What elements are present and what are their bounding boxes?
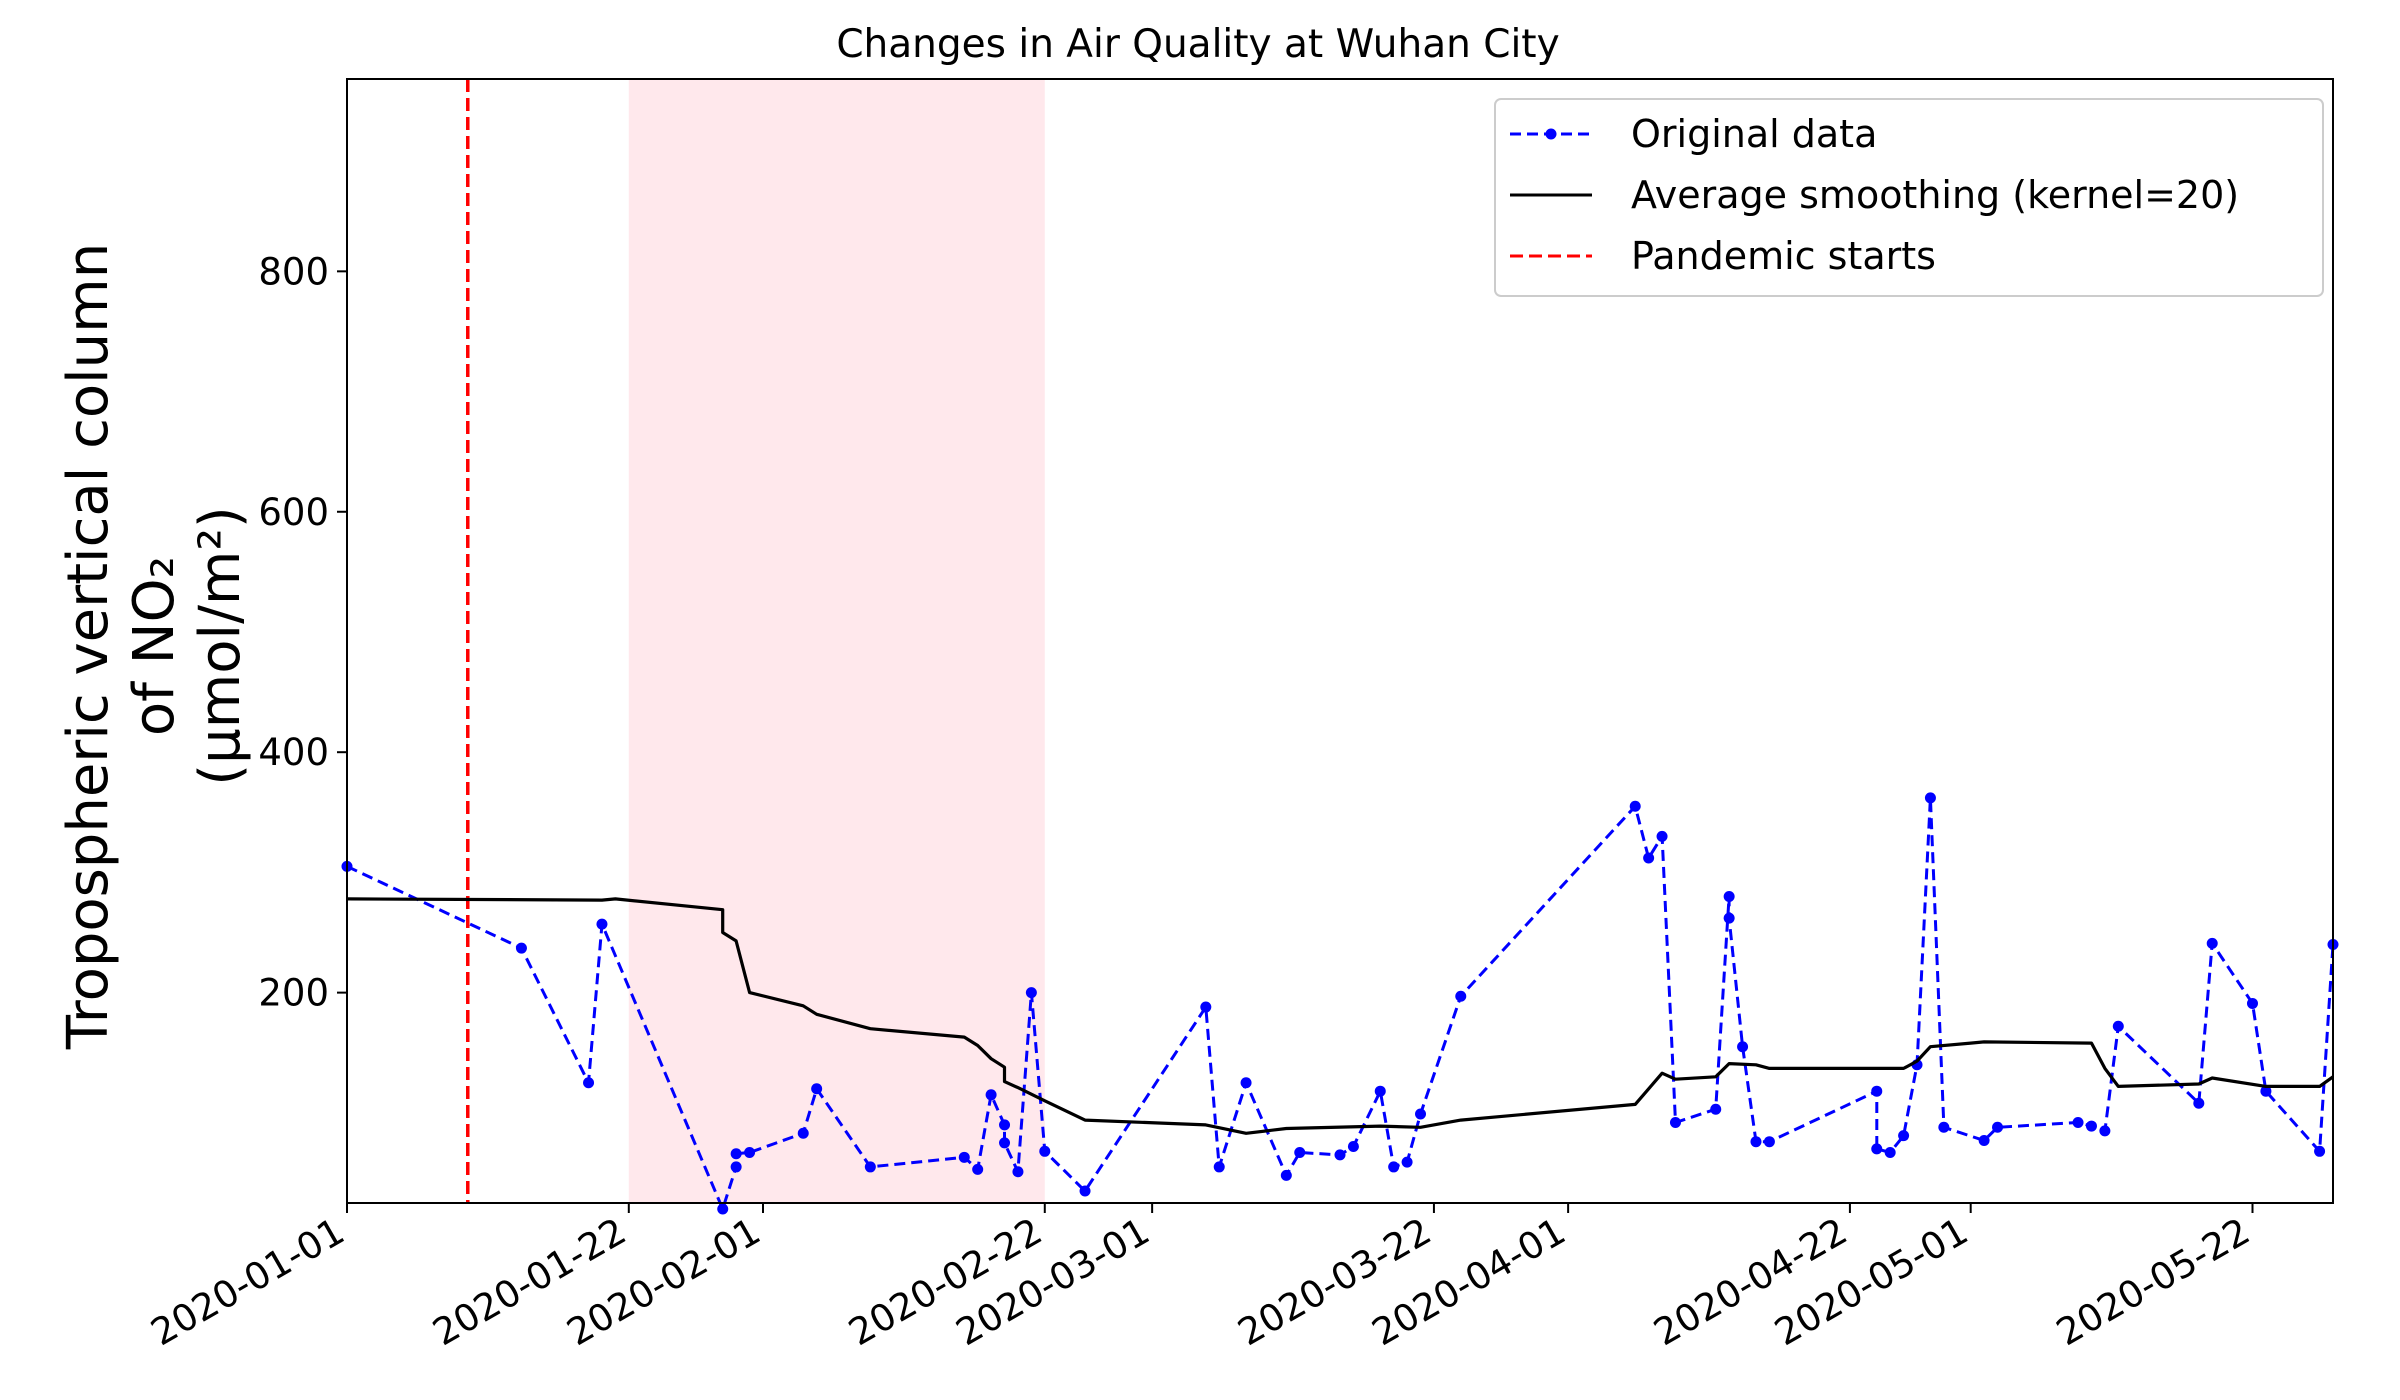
- legend-box: [1494, 98, 2324, 297]
- data-point-28: [1374, 1085, 1386, 1097]
- data-point-57: [2206, 937, 2218, 949]
- legend-marker-1: [1545, 128, 1557, 140]
- y-axis-label: Tropospheric vertical column of NO₂ (μmo…: [56, 243, 253, 1050]
- y-axis-label-line-2: of NO₂: [122, 556, 187, 736]
- data-point-49: [1938, 1121, 1950, 1133]
- data-point-20: [1079, 1185, 1091, 1197]
- data-point-35: [1656, 830, 1668, 842]
- plot-frame: [346, 78, 2334, 1204]
- y-tick-label: 200: [258, 972, 329, 1015]
- data-point-56: [2193, 1097, 2205, 1109]
- data-point-55: [2112, 1020, 2124, 1032]
- legend-label-2: Average smoothing (kernel=20): [1631, 173, 2239, 217]
- data-point-40: [1737, 1041, 1749, 1053]
- data-point-6: [730, 1161, 742, 1173]
- data-point-10: [811, 1083, 823, 1095]
- data-point-34: [1643, 852, 1655, 864]
- data-point-45: [1884, 1147, 1896, 1159]
- data-point-36: [1669, 1116, 1681, 1128]
- y-axis-label-line-3: (μmol/m²): [188, 506, 253, 786]
- data-point-44: [1871, 1143, 1883, 1155]
- data-point-11: [864, 1161, 876, 1173]
- data-point-41: [1750, 1136, 1762, 1148]
- legend-label-3: Pandemic starts: [1631, 234, 1936, 278]
- data-point-50: [1978, 1134, 1990, 1146]
- y-axis-label-line-1: Tropospheric vertical column: [56, 243, 121, 1050]
- data-point-39: [1723, 912, 1735, 924]
- y-tick-label: 600: [258, 491, 329, 534]
- data-point-31: [1415, 1108, 1427, 1120]
- data-point-52: [2072, 1116, 2084, 1128]
- data-point-24: [1280, 1169, 1292, 1181]
- legend-label-1: Original data: [1631, 112, 1877, 156]
- data-point-29: [1388, 1161, 1400, 1173]
- data-point-43: [1871, 1085, 1883, 1097]
- data-point-15: [999, 1119, 1011, 1131]
- data-point-26: [1334, 1149, 1346, 1161]
- data-point-46: [1898, 1130, 1910, 1142]
- data-point-22: [1213, 1161, 1225, 1173]
- data-point-13: [972, 1163, 984, 1175]
- data-point-14: [985, 1089, 997, 1101]
- chart-title: Changes in Air Quality at Wuhan City: [836, 22, 1559, 67]
- data-point-5: [717, 1203, 729, 1215]
- data-point-9: [797, 1127, 809, 1139]
- data-point-16: [999, 1137, 1011, 1149]
- data-point-12: [958, 1151, 970, 1163]
- data-point-17: [1012, 1166, 1024, 1178]
- data-point-59: [2260, 1085, 2272, 1097]
- data-point-37: [1710, 1103, 1722, 1115]
- data-point-42: [1763, 1136, 1775, 1148]
- data-point-33: [1629, 800, 1641, 812]
- data-point-51: [1992, 1121, 2004, 1133]
- data-point-58: [2246, 997, 2258, 1009]
- y-tick-label: 400: [258, 731, 329, 774]
- data-point-32: [1455, 990, 1467, 1002]
- y-tick-label: 800: [258, 250, 329, 293]
- data-point-25: [1294, 1147, 1306, 1159]
- data-point-21: [1200, 1001, 1212, 1013]
- data-point-7: [730, 1148, 742, 1160]
- data-point-8: [744, 1147, 756, 1159]
- data-point-30: [1401, 1156, 1413, 1168]
- data-point-60: [2314, 1145, 2326, 1157]
- data-point-23: [1240, 1077, 1252, 1089]
- data-point-2: [515, 942, 527, 954]
- data-point-54: [2099, 1125, 2111, 1137]
- shaded-period: [628, 79, 1045, 1203]
- data-point-18: [1025, 987, 1037, 999]
- data-point-48: [1924, 792, 1936, 804]
- data-point-19: [1039, 1145, 1051, 1157]
- data-point-4: [596, 918, 608, 930]
- data-point-3: [583, 1077, 595, 1089]
- series-2-line: [346, 897, 2334, 1135]
- data-point-53: [2085, 1120, 2097, 1132]
- data-point-27: [1347, 1140, 1359, 1152]
- data-point-38: [1723, 890, 1735, 902]
